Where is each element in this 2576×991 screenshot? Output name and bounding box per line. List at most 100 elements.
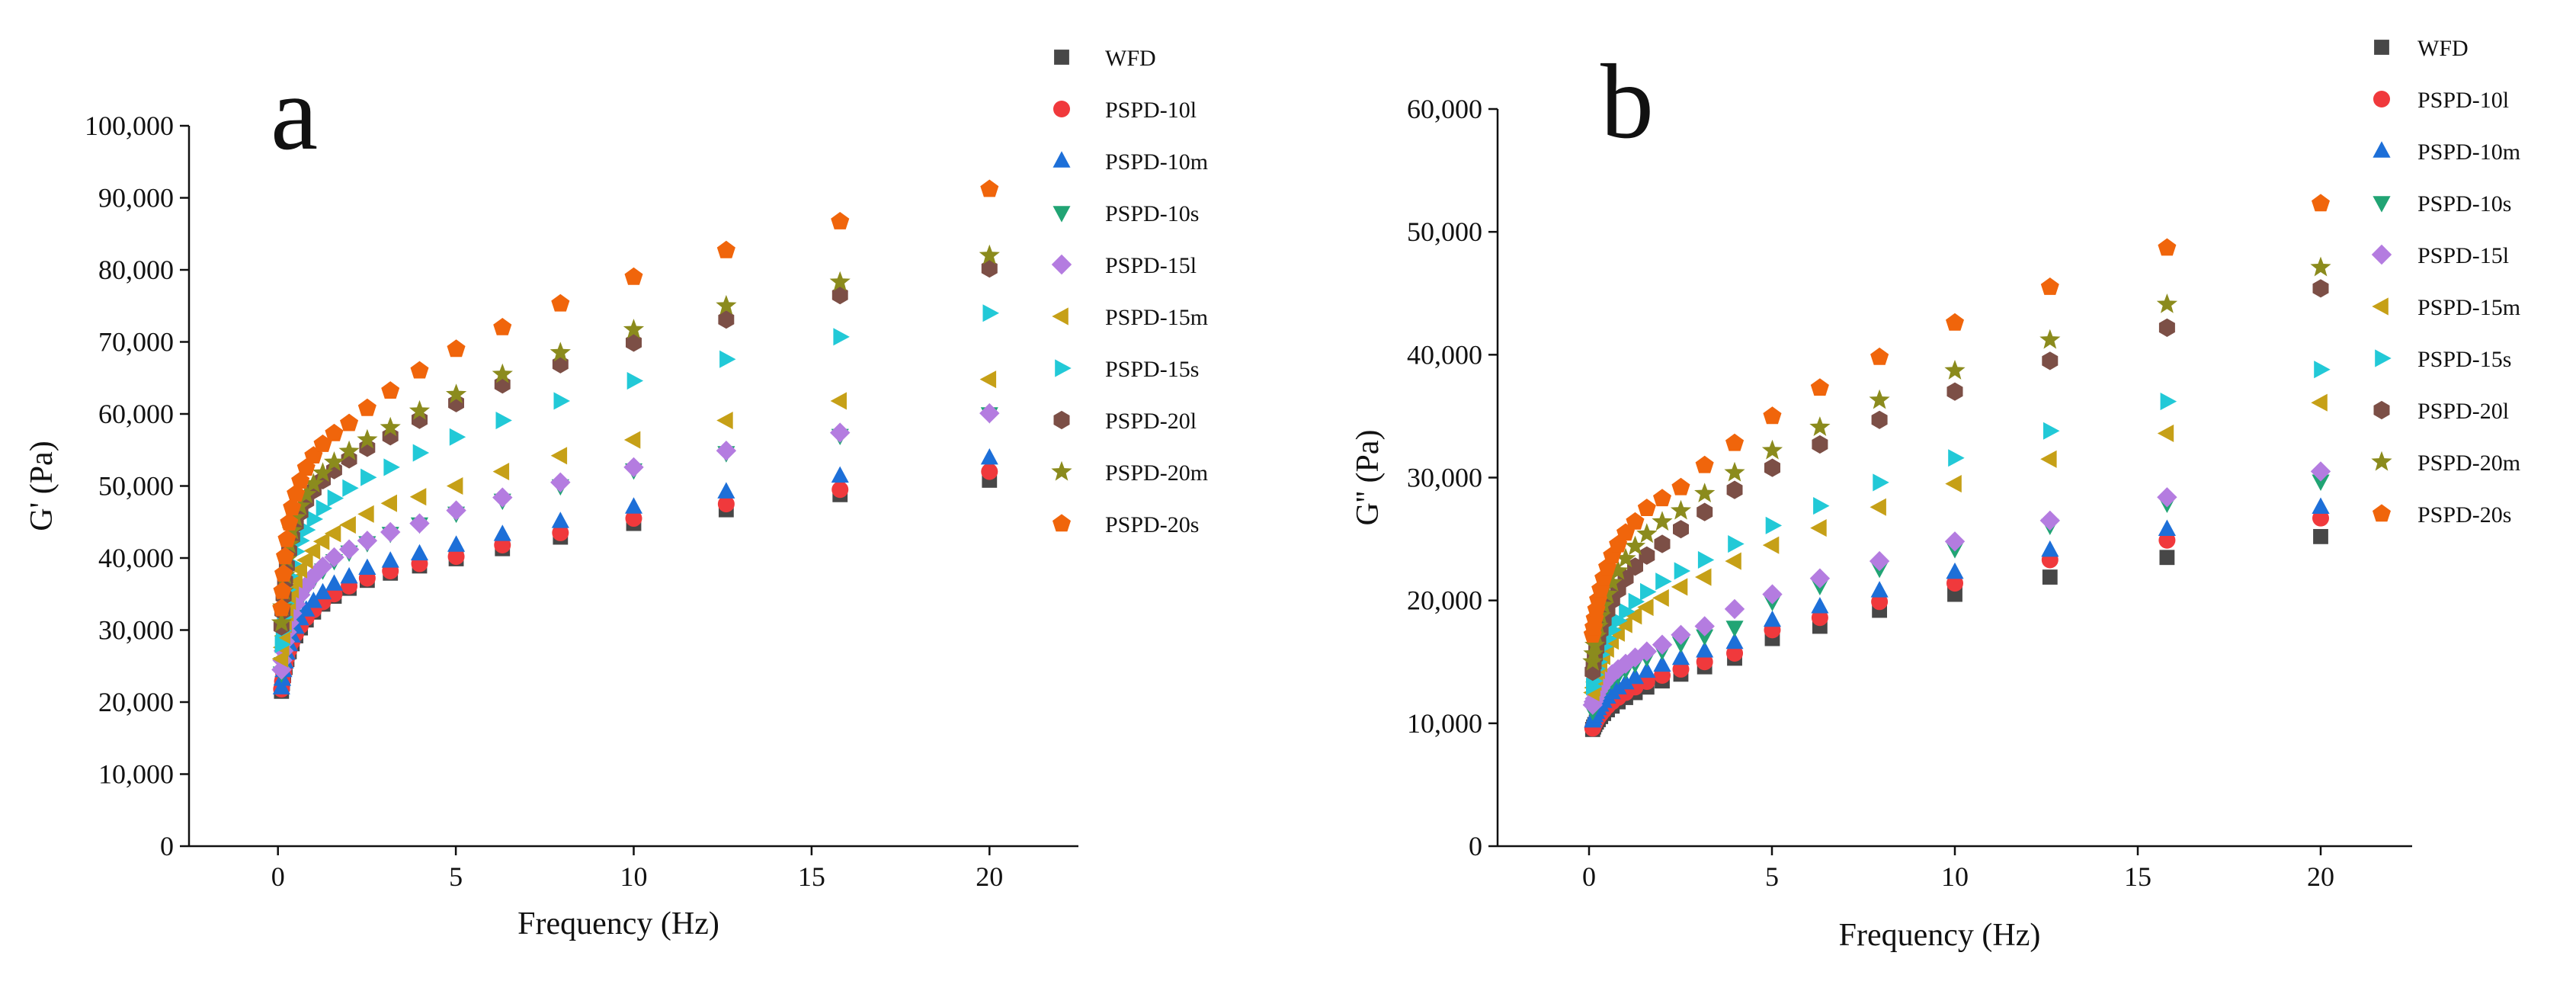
data-point-pspd-15m — [324, 524, 341, 543]
data-point-pspd-20m — [1601, 572, 1623, 592]
data-point-pspd-15l — [2039, 510, 2060, 531]
data-point-pspd-20m — [271, 611, 292, 632]
data-point-pspd-20s — [551, 293, 570, 312]
chart-panel-a: a G' (Pa) Frequency (Hz) 0 10,000 20,000 30… — [24, 46, 1208, 941]
data-point-pspd-20s — [1653, 489, 1671, 507]
y-tick-label-a: 0 — [160, 831, 174, 861]
data-point-pspd-15m — [1762, 536, 1780, 554]
data-point-pspd-20s — [340, 413, 359, 431]
data-point-pspd-20s — [1870, 347, 1889, 365]
data-point-pspd-10m — [304, 592, 322, 608]
data-point-pspd-15m — [1810, 519, 1827, 537]
y-tick-label-a: 30,000 — [98, 615, 174, 646]
data-point-pspd-20m — [492, 363, 513, 383]
data-point-pspd-10s — [1671, 637, 1690, 653]
data-point-pspd-10l — [2312, 509, 2329, 527]
data-point-pspd-20l — [1654, 534, 1671, 553]
data-point-pspd-20l — [981, 259, 998, 278]
legend-label-pspd-15m: PSPD-15m — [2417, 295, 2520, 320]
data-point-pspd-10m — [1638, 661, 1656, 678]
legend-marker-pspd-20m — [1051, 460, 1072, 481]
data-point-pspd-20m — [2156, 293, 2177, 313]
data-point-pspd-15s — [360, 468, 377, 486]
data-point-pspd-10m — [381, 551, 399, 568]
data-point-pspd-15l — [1615, 653, 1636, 674]
data-point-pspd-15s — [1611, 611, 1628, 630]
data-point-pspd-15l — [492, 487, 513, 508]
data-point-pspd-15m — [979, 370, 997, 389]
y-tick-label-b: 40,000 — [1407, 339, 1482, 370]
data-point-pspd-15l — [716, 441, 737, 461]
data-point-pspd-15m — [1652, 589, 1669, 607]
x-axis-title-b: Frequency (Hz) — [1839, 918, 2041, 953]
data-point-pspd-20s — [447, 339, 466, 358]
x-tick-label-b: 0 — [1582, 861, 1596, 892]
data-point-pspd-20s — [410, 361, 429, 379]
data-point-pspd-15m — [286, 570, 303, 589]
data-point-pspd-15l — [830, 422, 851, 443]
data-point-pspd-15l — [446, 500, 466, 521]
x-tick-label-a: 0 — [271, 861, 285, 892]
data-point-pspd-15m — [1725, 552, 1741, 570]
data-point-pspd-15l — [357, 531, 378, 551]
y-tick-label-a: 40,000 — [98, 543, 174, 573]
data-point-pspd-10m — [1811, 597, 1829, 614]
legend-label-pspd-15l: PSPD-15l — [1105, 253, 1197, 278]
data-point-pspd-10l — [625, 510, 642, 528]
data-point-pspd-15l — [2157, 487, 2177, 508]
data-point-pspd-10m — [1653, 655, 1671, 672]
data-point-pspd-15m — [290, 560, 307, 579]
data-point-pspd-15l — [409, 513, 430, 534]
data-point-pspd-10m — [717, 482, 735, 499]
x-tick-label-a: 20 — [976, 861, 1003, 892]
data-point-pspd-20s — [624, 267, 643, 285]
data-point-pspd-15s — [316, 499, 333, 518]
data-point-pspd-20s — [1671, 477, 1690, 496]
legend-label-pspd-20m: PSPD-20m — [1105, 460, 1208, 486]
x-tick-label-a: 5 — [449, 861, 463, 892]
legend-label-pspd-15s: PSPD-15s — [1105, 357, 1199, 382]
y-tick-label-a: 10,000 — [98, 759, 174, 790]
data-point-pspd-15m — [2311, 393, 2328, 412]
data-point-pspd-15s — [2160, 393, 2177, 411]
data-point-pspd-10m — [297, 600, 316, 617]
data-point-pspd-15s — [1655, 572, 1672, 591]
y-tick-label-a: 100,000 — [85, 111, 174, 141]
data-point-pspd-20m — [1809, 416, 1831, 436]
data-point-pspd-20l — [2042, 351, 2059, 370]
data-point-pspd-10m — [551, 512, 569, 528]
data-point-pspd-10m — [340, 566, 358, 584]
legend-label-pspd-10s: PSPD-10s — [1105, 201, 1199, 226]
data-point-pspd-20m — [1670, 499, 1692, 520]
data-point-pspd-10l — [981, 463, 998, 480]
data-point-pspd-20m — [1624, 535, 1646, 556]
data-point-pspd-15m — [357, 505, 374, 523]
data-point-pspd-15l — [1944, 531, 1966, 552]
data-point-pspd-20s — [272, 598, 291, 617]
legend-marker-pspd-10m — [2373, 141, 2391, 158]
legend-marker-pspd-20s — [2373, 504, 2391, 522]
data-point-pspd-15l — [1625, 647, 1645, 668]
data-point-pspd-15m — [1671, 578, 1688, 596]
data-point-pspd-20m — [1652, 511, 1673, 531]
data-point-pspd-15l — [1652, 634, 1673, 655]
data-point-pspd-15m — [1625, 607, 1642, 625]
legend-label-pspd-20l: PSPD-20l — [1105, 409, 1197, 434]
data-point-pspd-15l — [550, 472, 571, 492]
data-point-pspd-15m — [1870, 498, 1886, 516]
data-point-pspd-20m — [296, 483, 317, 504]
y-tick-label-b: 0 — [1469, 831, 1482, 861]
data-point-pspd-15l — [296, 575, 316, 596]
data-point-pspd-10m — [1626, 667, 1644, 685]
data-point-pspd-15s — [342, 479, 359, 497]
data-point-pspd-15m — [1608, 624, 1625, 642]
data-point-pspd-20m — [312, 462, 334, 483]
legend-marker-pspd-10l — [1053, 101, 1070, 117]
legend-label-pspd-15s: PSPD-15s — [2417, 347, 2511, 372]
data-point-pspd-20s — [1810, 378, 1829, 396]
data-point-pspd-20s — [716, 240, 735, 258]
data-point-pspd-20s — [276, 547, 295, 565]
data-point-pspd-10m — [1763, 610, 1781, 627]
data-point-pspd-20m — [446, 383, 467, 404]
